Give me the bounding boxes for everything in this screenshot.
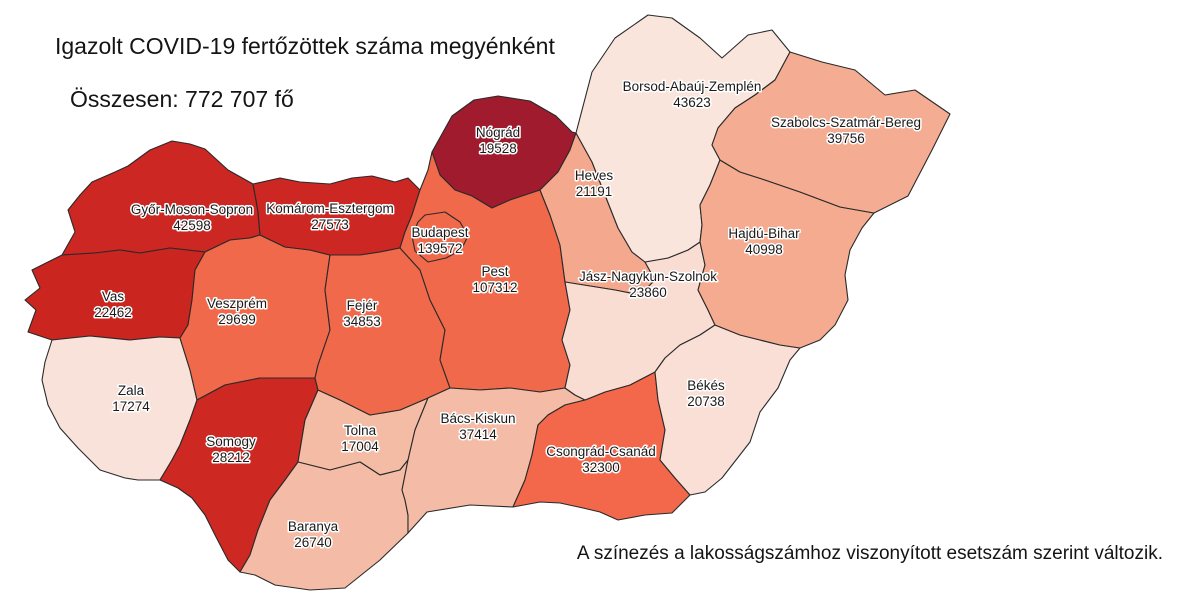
county-name-bacs: Bács-Kiskun bbox=[440, 411, 515, 426]
county-region-gyor bbox=[61, 140, 261, 256]
county-name-borsod: Borsod-Abaúj-Zemplén bbox=[623, 79, 762, 94]
county-cases-jnsz: 23860 bbox=[629, 285, 667, 300]
county-cases-heves: 21191 bbox=[576, 184, 613, 199]
county-cases-vas: 22462 bbox=[94, 305, 132, 320]
county-name-heves: Heves bbox=[575, 168, 614, 183]
county-name-gyor: Győr-Moson-Sopron bbox=[131, 202, 253, 217]
county-cases-bekes: 20738 bbox=[687, 394, 725, 409]
county-cases-zala: 17274 bbox=[112, 399, 150, 414]
county-region-baranya bbox=[239, 459, 409, 591]
county-name-baranya: Baranya bbox=[288, 519, 339, 534]
county-name-tolna: Tolna bbox=[344, 423, 377, 438]
county-cases-somogy: 28212 bbox=[212, 450, 250, 465]
county-cases-baranya: 26740 bbox=[294, 535, 332, 550]
county-cases-budapest: 139572 bbox=[417, 241, 462, 256]
county-cases-bacs: 37414 bbox=[459, 427, 497, 442]
county-cases-nograd: 19528 bbox=[479, 141, 517, 156]
total-count-label: Összesen: 772 707 fő bbox=[70, 86, 294, 112]
county-name-komarom: Komárom-Esztergom bbox=[266, 201, 394, 216]
county-cases-fejer: 34853 bbox=[343, 314, 381, 329]
color-scale-footnote: A színezés a lakosságszámhoz viszonyítot… bbox=[577, 543, 1163, 564]
county-cases-szabolcs: 39756 bbox=[827, 131, 865, 146]
county-region-budapest bbox=[411, 211, 469, 263]
county-name-pest: Pest bbox=[481, 264, 508, 279]
county-name-somogy: Somogy bbox=[206, 434, 256, 449]
county-cases-csongrad: 32300 bbox=[582, 460, 620, 475]
county-name-szabolcs: Szabolcs-Szatmár-Bereg bbox=[771, 115, 921, 130]
county-region-bekes bbox=[654, 324, 801, 496]
county-cases-pest: 107312 bbox=[472, 280, 517, 295]
county-name-veszprem: Veszprém bbox=[207, 296, 267, 311]
county-name-jnsz: Jász-Nagykun-Szolnok bbox=[579, 269, 717, 284]
county-name-bekes: Békés bbox=[687, 378, 725, 393]
county-name-vas: Vas bbox=[102, 289, 125, 304]
county-name-hajdu: Hajdú-Bihar bbox=[728, 226, 800, 241]
county-cases-gyor: 42598 bbox=[173, 218, 211, 233]
county-cases-komarom: 27573 bbox=[311, 217, 349, 232]
county-name-fejer: Fejér bbox=[347, 298, 378, 313]
county-cases-tolna: 17004 bbox=[341, 439, 379, 454]
county-name-csongrad: Csongrád-Csanád bbox=[546, 444, 656, 459]
county-cases-hajdu: 40998 bbox=[745, 242, 783, 257]
county-region-szabolcs bbox=[711, 51, 951, 214]
county-name-budapest: Budapest bbox=[411, 225, 468, 240]
county-name-nograd: Nógrád bbox=[476, 125, 520, 140]
county-cases-veszprem: 29699 bbox=[218, 312, 256, 327]
county-cases-borsod: 43623 bbox=[673, 95, 711, 110]
county-name-zala: Zala bbox=[118, 383, 145, 398]
county-regions bbox=[24, 14, 951, 591]
page-title: Igazolt COVID-19 fertőzöttek száma megyé… bbox=[55, 33, 555, 59]
